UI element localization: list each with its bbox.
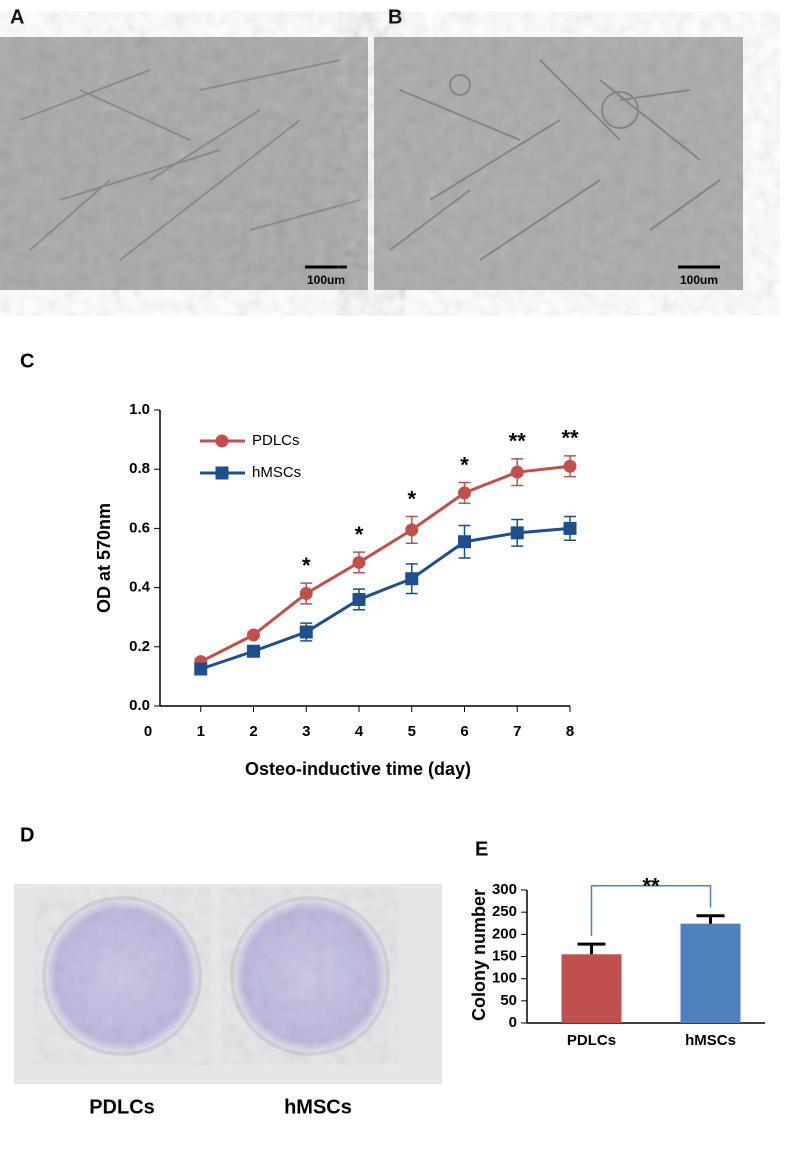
point — [458, 486, 471, 500]
point — [563, 459, 577, 473]
y-tick-label: 50 — [500, 992, 517, 1009]
y-tick-label: 0.8 — [129, 460, 150, 477]
point — [299, 587, 313, 601]
panel-label: E — [475, 838, 488, 860]
point — [405, 572, 419, 586]
dish-texture — [236, 902, 384, 1050]
significance: * — [460, 452, 469, 477]
x-tick-label: 4 — [355, 723, 364, 740]
y-axis-label: Colony number — [469, 889, 489, 1021]
point — [510, 526, 524, 540]
panel-label: B — [388, 6, 402, 28]
y-tick-label: 100 — [492, 970, 517, 987]
y-axis-label: OD at 570nm — [94, 503, 114, 613]
y-tick-label: 0.2 — [129, 638, 150, 655]
y-tick-label: 200 — [492, 925, 517, 942]
y-tick-label: 0 — [509, 1014, 517, 1031]
significance-bracket — [590, 884, 712, 937]
point — [247, 644, 260, 658]
legend-marker — [215, 434, 229, 448]
x-tick-label: 5 — [408, 723, 416, 740]
dish-label: hMSCs — [284, 1096, 352, 1118]
error-bar — [696, 914, 725, 924]
x-axis-label: Osteo-inductive time (day) — [245, 759, 471, 779]
bar — [680, 923, 741, 1023]
point — [510, 465, 524, 479]
significance: ** — [642, 874, 660, 899]
panel-label: C — [20, 350, 34, 372]
y-tick-label: 1.0 — [129, 401, 150, 418]
significance: * — [355, 522, 364, 547]
y-tick-label: 150 — [492, 947, 517, 964]
cells — [389, 59, 721, 261]
significance: * — [302, 553, 311, 578]
y-tick-label: 250 — [492, 903, 517, 920]
dish-texture — [48, 902, 196, 1050]
x-tick-label: 2 — [249, 723, 257, 740]
x-tick-label: 6 — [460, 723, 468, 740]
scale-bar-label: 100um — [680, 273, 718, 287]
significance: ** — [561, 426, 579, 451]
significance: * — [407, 486, 416, 511]
micrograph-texture — [0, 37, 368, 290]
y-tick-label: 0.0 — [129, 697, 150, 714]
legend-marker — [215, 466, 229, 480]
point — [563, 521, 577, 535]
y-tick-label: 0.6 — [129, 519, 150, 536]
scale-bar-label: 100um — [307, 273, 345, 287]
x-tick-label: PDLCs — [567, 1032, 616, 1049]
cells — [19, 59, 361, 261]
panel-label: A — [10, 6, 24, 28]
point — [458, 535, 471, 549]
series-line — [200, 464, 571, 663]
point — [352, 555, 366, 569]
legend-label: hMSCs — [252, 464, 301, 481]
panel-label: D — [20, 824, 34, 846]
micrograph-texture — [374, 37, 743, 290]
point — [247, 628, 260, 642]
legend-label: PDLCs — [252, 432, 300, 449]
point — [194, 662, 208, 676]
error-bar — [577, 942, 606, 955]
x-tick-label: 1 — [197, 723, 205, 740]
bar — [561, 954, 622, 1023]
x-tick-label: 8 — [566, 723, 574, 740]
significance: ** — [509, 429, 527, 454]
y-tick-label: 0.4 — [129, 579, 151, 596]
series-line — [200, 526, 571, 671]
x-tick-label: 0 — [144, 723, 152, 740]
x-tick-label: hMSCs — [685, 1032, 736, 1049]
x-tick-label: 3 — [302, 723, 310, 740]
dish-label: PDLCs — [89, 1096, 155, 1118]
x-tick-label: 7 — [513, 723, 521, 740]
point — [352, 592, 366, 606]
y-tick-label: 300 — [492, 881, 517, 898]
point — [405, 523, 419, 537]
point — [299, 625, 313, 639]
